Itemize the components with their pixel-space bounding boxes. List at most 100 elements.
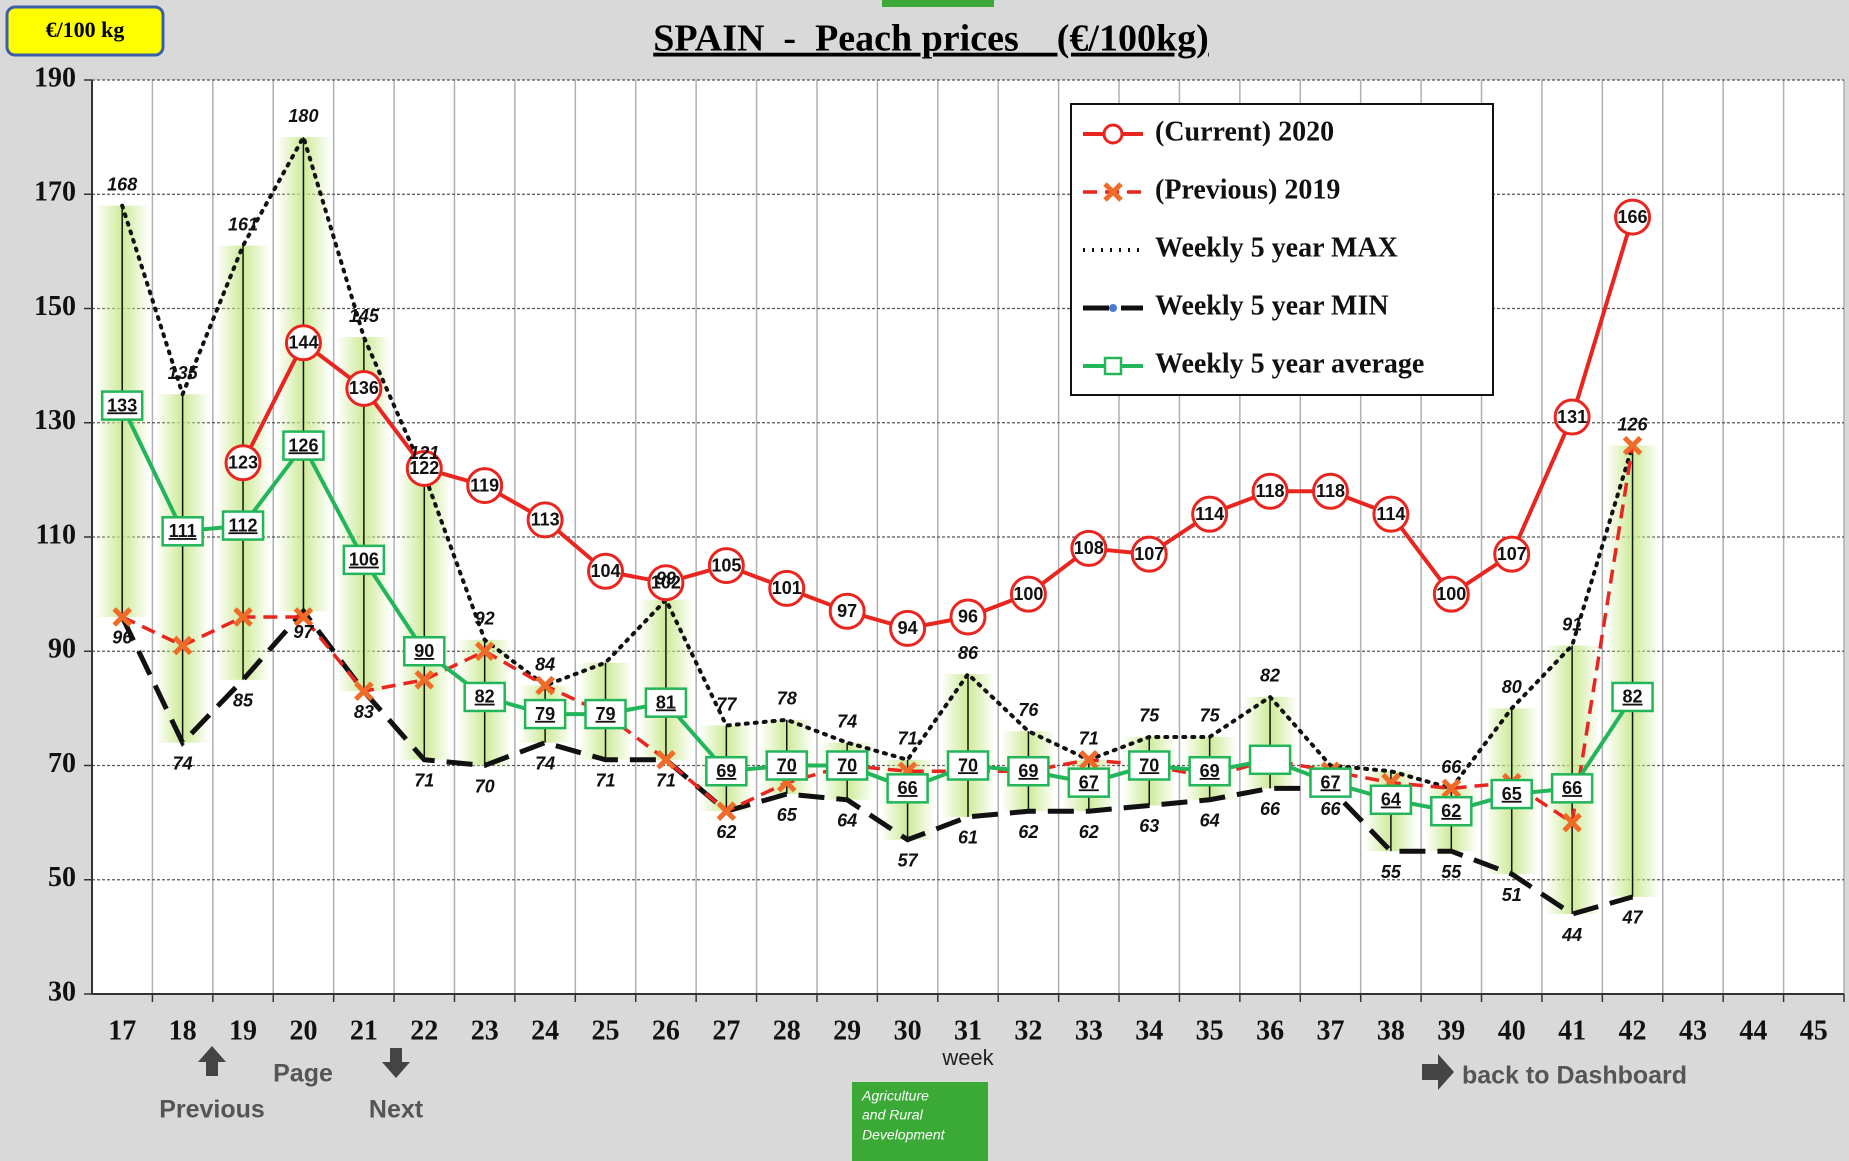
data-label: 121 xyxy=(409,443,439,463)
data-label: 62 xyxy=(1018,822,1038,842)
y-tick-label: 190 xyxy=(34,62,76,93)
data-label: 51 xyxy=(1502,885,1522,905)
data-label: 66 xyxy=(1260,799,1281,819)
data-label: 64 xyxy=(1200,811,1220,831)
data-label: 55 xyxy=(1441,862,1462,882)
data-label: 75 xyxy=(1200,706,1221,726)
data-label: 126 xyxy=(288,435,318,455)
data-label: 70 xyxy=(475,776,495,796)
data-label: 107 xyxy=(1497,544,1527,564)
marker xyxy=(112,607,132,627)
data-label: 75 xyxy=(1139,706,1160,726)
x-tick-label: 27 xyxy=(712,1015,740,1046)
marker xyxy=(1127,750,1171,781)
x-tick-label: 32 xyxy=(1014,1015,1042,1046)
data-label: 144 xyxy=(288,333,318,353)
data-label: 77 xyxy=(716,694,737,714)
series-line xyxy=(121,445,1635,826)
marker xyxy=(1553,398,1591,436)
x-tick-label: 31 xyxy=(954,1015,982,1046)
legend-marker xyxy=(1103,356,1123,376)
marker xyxy=(233,607,253,627)
marker xyxy=(886,773,929,804)
data-label: 105 xyxy=(711,555,741,575)
legend-label: Weekly 5 year MAX xyxy=(1155,232,1398,263)
legend-box xyxy=(1070,103,1494,396)
marker xyxy=(1490,778,1533,810)
dashboard-arrow[interactable] xyxy=(1422,1054,1454,1090)
marker xyxy=(1611,681,1654,713)
data-label: 70 xyxy=(777,755,797,775)
next-link[interactable]: Next xyxy=(369,1096,424,1124)
x-tick-label: 23 xyxy=(471,1015,499,1046)
data-label: 122 xyxy=(409,458,439,478)
previous-link[interactable]: Previous xyxy=(159,1096,265,1124)
marker xyxy=(526,501,564,539)
top-strip xyxy=(882,0,994,7)
data-label: 69 xyxy=(1200,761,1220,781)
marker xyxy=(1550,773,1594,804)
series-line xyxy=(119,607,1634,917)
data-label: 79 xyxy=(596,704,616,724)
data-label: 65 xyxy=(1502,784,1522,804)
x-tick-label: 33 xyxy=(1075,1015,1103,1046)
data-label: 69 xyxy=(1018,761,1038,781)
logo-text: Agriculture xyxy=(861,1088,929,1104)
y-tick-label: 90 xyxy=(48,634,76,665)
marker xyxy=(768,569,806,607)
data-label: 44 xyxy=(1561,925,1582,945)
x-tick-label: 44 xyxy=(1739,1015,1767,1046)
dashboard-link[interactable]: back to Dashboard xyxy=(1462,1062,1687,1090)
data-label: 69 xyxy=(716,761,736,781)
marker xyxy=(1441,778,1462,799)
data-label: 168 xyxy=(107,174,137,194)
marker xyxy=(1622,435,1643,456)
data-label: 92 xyxy=(475,609,495,629)
marker xyxy=(1369,784,1413,816)
legend-label: (Previous) 2019 xyxy=(1155,174,1340,205)
data-label: 99 xyxy=(656,569,676,589)
marker xyxy=(705,755,748,787)
data-label: 113 xyxy=(531,510,560,530)
x-tick-label: 42 xyxy=(1619,1015,1647,1046)
x-tick-label: 21 xyxy=(350,1015,378,1046)
data-label: 82 xyxy=(1623,687,1643,707)
marker xyxy=(100,390,144,421)
marker xyxy=(949,598,987,636)
x-tick-label: 17 xyxy=(108,1015,136,1046)
marker xyxy=(1430,795,1473,827)
marker xyxy=(1130,535,1168,573)
up-arrow[interactable] xyxy=(198,1046,226,1076)
marker xyxy=(889,609,927,647)
marker xyxy=(825,750,869,781)
data-label: 100 xyxy=(1013,584,1043,604)
x-axis-label: week xyxy=(941,1045,994,1070)
unit-badge xyxy=(5,5,165,57)
x-tick-label: 37 xyxy=(1316,1015,1344,1046)
x-tick-label: 22 xyxy=(410,1015,438,1046)
marker xyxy=(463,681,506,713)
data-label: 114 xyxy=(1376,504,1405,524)
data-label: 67 xyxy=(1079,772,1099,792)
y-tick-label: 170 xyxy=(34,177,76,208)
data-label: 126 xyxy=(1618,414,1649,434)
data-label: 161 xyxy=(228,214,258,234)
down-arrow[interactable] xyxy=(382,1048,410,1078)
data-label: 114 xyxy=(1195,504,1224,524)
marker xyxy=(403,636,446,667)
data-label: 66 xyxy=(1441,757,1462,777)
x-tick-label: 36 xyxy=(1256,1015,1284,1046)
data-label: 97 xyxy=(837,601,857,621)
marker xyxy=(523,698,567,730)
y-tick-label: 130 xyxy=(34,405,76,436)
marker xyxy=(1067,767,1111,798)
logo-text: and Rural xyxy=(862,1107,924,1123)
data-label: 67 xyxy=(1320,772,1340,792)
marker xyxy=(345,369,383,407)
data-label: 86 xyxy=(958,643,979,663)
data-label: 94 xyxy=(898,618,918,638)
data-label: 80 xyxy=(1502,677,1522,697)
marker xyxy=(828,592,866,630)
marker xyxy=(647,564,685,602)
